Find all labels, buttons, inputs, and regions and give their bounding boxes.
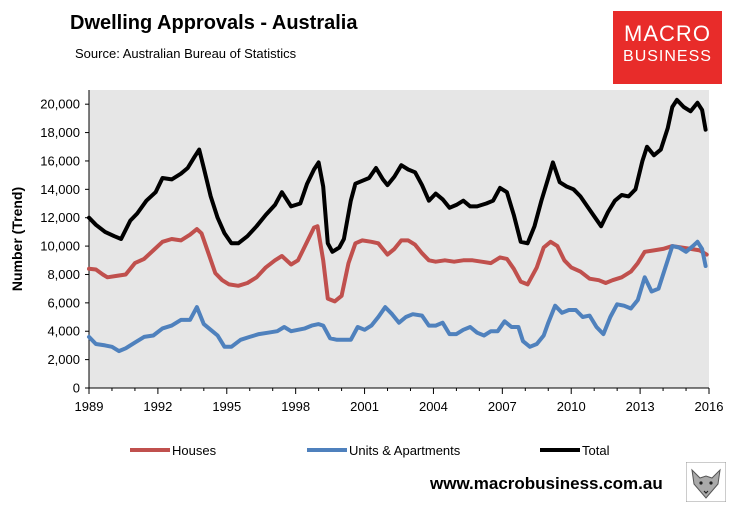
footer-url: www.macrobusiness.com.au bbox=[430, 474, 663, 493]
chart-title: Dwelling Approvals - Australia bbox=[70, 12, 358, 34]
y-tick-label: 6,000 bbox=[47, 295, 80, 310]
axes: 0 2,000 4,000 6,000 8,000 10,000 12,000 14,000 1… bbox=[40, 90, 723, 414]
logo-line2: BUSINESS bbox=[623, 48, 712, 65]
x-tick-label: 1995 bbox=[212, 399, 241, 414]
y-tick-label: 20,000 bbox=[40, 97, 80, 112]
y-tick-label: 8,000 bbox=[47, 267, 80, 282]
series-lines bbox=[87, 97, 709, 354]
legend: Houses Units & Apartments Total bbox=[130, 443, 610, 458]
y-axis-label: Number (Trend) bbox=[9, 187, 25, 291]
fox-logo-icon bbox=[686, 462, 726, 502]
plot-area bbox=[89, 90, 709, 388]
y-tick-label: 14,000 bbox=[40, 182, 80, 197]
x-tick-label: 2007 bbox=[488, 399, 517, 414]
y-tick-label: 4,000 bbox=[47, 324, 80, 339]
macrobusiness-logo: MACRO BUSINESS bbox=[613, 11, 722, 84]
x-tick-label: 1989 bbox=[75, 399, 104, 414]
x-tick-label: 2013 bbox=[626, 399, 655, 414]
series-line-units-apartments bbox=[87, 239, 708, 354]
legend-label: Units & Apartments bbox=[349, 443, 461, 458]
x-tick-label: 2016 bbox=[695, 399, 724, 414]
legend-label: Houses bbox=[172, 443, 217, 458]
series-line-houses bbox=[87, 224, 709, 304]
logo-line1: MACRO bbox=[624, 21, 711, 46]
y-tick-label: 0 bbox=[73, 381, 80, 396]
x-tick-label: 1998 bbox=[281, 399, 310, 414]
x-tick-label: 2001 bbox=[350, 399, 379, 414]
x-tick-label: 2010 bbox=[557, 399, 586, 414]
x-tick-label: 2004 bbox=[419, 399, 448, 414]
x-tick-label: 1992 bbox=[143, 399, 172, 414]
y-tick-label: 16,000 bbox=[40, 153, 80, 168]
legend-label: Total bbox=[582, 443, 610, 458]
y-tick-label: 2,000 bbox=[47, 352, 80, 367]
series-line-total bbox=[87, 97, 708, 254]
y-tick-label: 12,000 bbox=[40, 210, 80, 225]
chart-source: Source: Australian Bureau of Statistics bbox=[75, 46, 297, 61]
y-tick-label: 10,000 bbox=[40, 239, 80, 254]
y-tick-label: 18,000 bbox=[40, 125, 80, 140]
